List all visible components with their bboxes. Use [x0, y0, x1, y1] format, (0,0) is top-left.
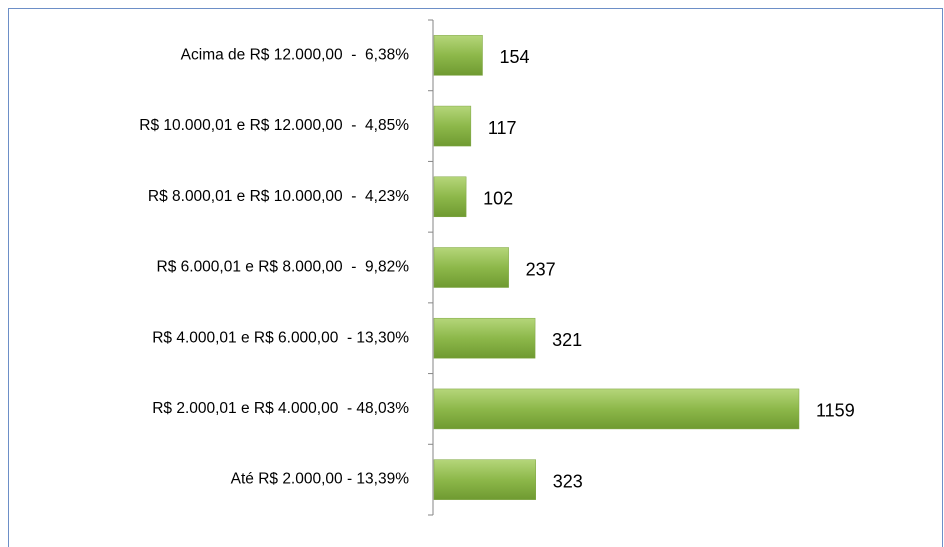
- category-label: R$ 2.000,01 e R$ 4.000,00 - 48,03%: [152, 400, 409, 417]
- data-label: 323: [553, 471, 583, 491]
- category-label: R$ 10.000,01 e R$ 12.000,00 - 4,85%: [139, 117, 409, 134]
- category-label: R$ 4.000,01 e R$ 6.000,00 - 13,30%: [152, 329, 409, 346]
- category-label: Até R$ 2.000,00 - 13,39%: [231, 471, 410, 488]
- bar: [433, 35, 483, 76]
- data-label: 154: [499, 47, 529, 67]
- data-label: 102: [483, 189, 513, 209]
- bar: [433, 105, 472, 147]
- bar: [433, 459, 536, 500]
- bar: [433, 247, 509, 288]
- bar: [433, 388, 800, 430]
- bar: [433, 176, 467, 218]
- category-label: R$ 6.000,01 e R$ 8.000,00 - 9,82%: [157, 259, 410, 276]
- category-label: Acima de R$ 12.000,00 - 6,38%: [181, 46, 410, 63]
- category-label: R$ 8.000,01 e R$ 10.000,00 - 4,23%: [148, 188, 409, 205]
- data-label: 117: [488, 118, 517, 138]
- data-label: 321: [552, 330, 582, 350]
- data-label: 1159: [816, 401, 855, 421]
- data-label: 237: [526, 259, 556, 279]
- bar: [433, 317, 536, 359]
